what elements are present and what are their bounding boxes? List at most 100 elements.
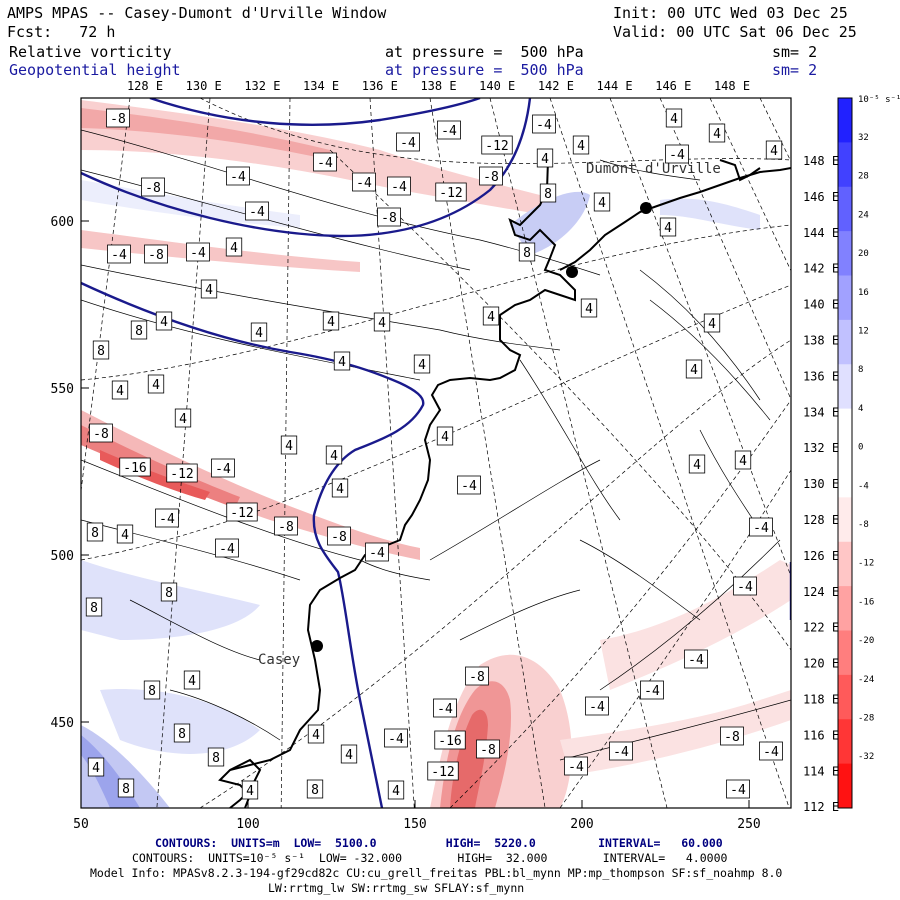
right-lon-label: 134 E: [803, 405, 839, 419]
contour-label: 4: [116, 524, 134, 544]
contour-label: -4: [749, 517, 773, 537]
contour-label-text: 4: [188, 674, 196, 689]
colorbar-band: [838, 453, 852, 498]
contour-label-text: -4: [317, 156, 333, 171]
top-lon-label: 148 E: [714, 79, 750, 93]
contour-label: 8: [518, 242, 536, 262]
colorbar-label: 16: [858, 288, 869, 298]
right-lon-label: 132 E: [803, 441, 839, 455]
contour-label: 4: [413, 354, 431, 374]
model-info: Model Info: MPASv8.2.3-194-gf29cd82c CU:…: [90, 866, 783, 880]
colorbar-band: [838, 719, 852, 765]
contour-label-text: -4: [369, 546, 385, 561]
y-tick-550: 550: [51, 382, 74, 397]
colorbar-band: [838, 541, 852, 587]
contour-label: 8: [306, 779, 324, 799]
contour-label-text: -4: [356, 176, 372, 191]
contour-label: 4: [280, 435, 298, 455]
colorbar-label: 20: [858, 249, 869, 259]
contour-label-text: 4: [345, 748, 353, 763]
contour-label: 4: [325, 445, 343, 465]
contour-label: -4: [437, 120, 461, 140]
contour-label-text: 4: [713, 127, 721, 142]
contour-label-text: 4: [378, 316, 386, 331]
contour-label-text: 8: [97, 344, 105, 359]
contour-label: -8: [144, 244, 168, 264]
contour-label: -4: [457, 475, 481, 495]
contour-label: -8: [377, 207, 401, 227]
contour-label-text: 8: [91, 526, 99, 541]
contour-labels: -8 -4 -4 -4 -4 -4 -4 -4 -12 -12 -8 -8 -4 4 4 8 4 4 4 -4 4 4 8 -…: [85, 108, 783, 800]
contour-label: 4: [580, 298, 598, 318]
contour-label: -4: [365, 542, 389, 562]
contour-label-text: 4: [255, 326, 263, 341]
contour-label: 4: [174, 408, 192, 428]
top-lon-label: 128 E: [127, 79, 163, 93]
contour-label: 8: [539, 183, 557, 203]
contour-label-text: -4: [230, 170, 246, 185]
contour-label-text: 8: [90, 601, 98, 616]
top-longitude-labels: 128 E 130 E 132 E 134 E 136 E 138 E 140 E 142 E…: [127, 79, 750, 93]
contour-label: 8: [92, 340, 110, 360]
colorbar-band: [838, 408, 852, 454]
colorbar-band: [838, 319, 852, 365]
contour-label-text: 4: [670, 112, 678, 127]
field1-level: at pressure = 500 hPa: [385, 43, 584, 61]
contour-label-text: 4: [739, 454, 747, 469]
contour-label-text: -4: [763, 745, 779, 760]
contour-label: -8: [141, 177, 165, 197]
colorbar-band: [838, 142, 852, 188]
contour-label-text: -8: [145, 181, 161, 196]
contour-label: 4: [87, 757, 105, 777]
colorbar-label: -32: [858, 752, 874, 762]
colorbar-band: [838, 763, 852, 809]
contour-label-text: 4: [770, 144, 778, 159]
contour-label-text: -4: [441, 124, 457, 139]
contour-label: 8: [173, 723, 191, 743]
top-lon-label: 138 E: [420, 79, 456, 93]
contour-label: -4: [665, 144, 689, 164]
contour-label: 8: [143, 680, 161, 700]
right-longitude-labels: 148 E 146 E 144 E 142 E 140 E 138 E 136 E 134 E…: [803, 154, 839, 814]
contour-label: 8: [117, 778, 135, 798]
contour-label-text: 8: [212, 751, 220, 766]
colorbar-band: [838, 186, 852, 232]
colorbar-band: [838, 231, 852, 276]
contour-label-text: -12: [230, 506, 253, 521]
contour-label: 4: [436, 426, 454, 446]
contour-label: -12: [166, 463, 198, 483]
contour-label: -8: [476, 739, 500, 759]
field1-smoothing: sm= 2: [772, 43, 818, 61]
right-lon-label: 148 E: [803, 154, 839, 168]
plot-frame: [80, 97, 792, 809]
right-lon-label: 144 E: [803, 226, 839, 240]
contour-label-text: 4: [327, 315, 335, 330]
right-lon-label: 128 E: [803, 513, 839, 527]
contour-label-text: -4: [249, 205, 265, 220]
colorbar-label: -16: [858, 597, 874, 607]
contour-label-text: 8: [148, 684, 156, 699]
contour-label: -8: [106, 108, 130, 128]
contour-label-text: -4: [688, 653, 704, 668]
contour-label: -4: [215, 538, 239, 558]
contour-label-text: -4: [669, 148, 685, 163]
init-time: Init: 00 UTC Wed 03 Dec 25: [613, 4, 848, 22]
model-info-physics: LW:rrtmg_lw SW:rrtmg_sw SFLAY:sf_mynn: [268, 881, 525, 895]
contour-label: -8: [327, 526, 351, 546]
contour-label-text: -4: [159, 512, 175, 527]
contour-label: -8: [720, 726, 744, 746]
contour-label-text: -16: [123, 461, 146, 476]
contour-label: -8: [465, 666, 489, 686]
contour-label-text: -16: [438, 734, 461, 749]
contour-label-text: 4: [598, 196, 606, 211]
contour-label: 4: [225, 237, 243, 257]
contour-label-text: 4: [418, 358, 426, 373]
contour-label-text: 4: [116, 384, 124, 399]
contour-label: 8: [160, 582, 178, 602]
contour-label-text: 4: [205, 283, 213, 298]
contour-label-text: 4: [392, 784, 400, 799]
colorbar-label: 32: [858, 133, 869, 143]
contour-label-text: -4: [737, 580, 753, 595]
colorbar-label: 8: [858, 365, 863, 375]
colorbar-label: -24: [858, 675, 874, 685]
